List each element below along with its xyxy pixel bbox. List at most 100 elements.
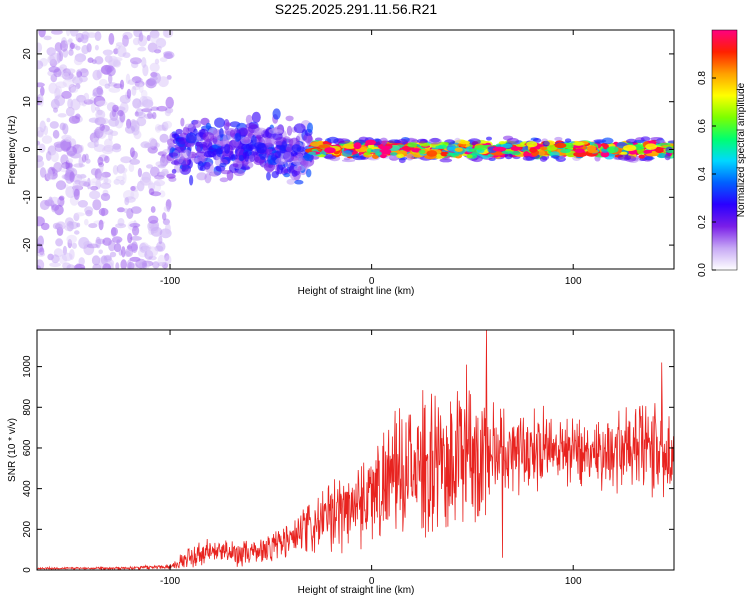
heatmap-cell (594, 140, 604, 144)
y-tick-label: 10 (22, 96, 33, 108)
heatmap-cell (283, 173, 291, 178)
heatmap-cell (197, 154, 206, 164)
heatmap-cell (61, 90, 72, 99)
heatmap-cell (193, 128, 198, 136)
heatmap-cell (96, 69, 103, 79)
heatmap-cell (308, 151, 317, 155)
heatmap-cell (285, 115, 294, 122)
heatmap-cell (214, 117, 225, 128)
heatmap-cell (617, 154, 632, 161)
heatmap-cell (554, 142, 567, 149)
heatmap-cell (135, 258, 147, 269)
colorbar-label: Normalized spectral amplitude (736, 82, 747, 217)
heatmap-cell (71, 30, 80, 34)
heatmap-cell (504, 152, 513, 160)
heatmap-cell (283, 151, 291, 160)
heatmap-cell (272, 108, 281, 120)
heatmap-cell (265, 136, 276, 148)
heatmap-cell (286, 178, 296, 185)
heatmap-cell (120, 156, 132, 164)
heatmap-cell (645, 143, 657, 150)
x-tick-label: 0 (369, 576, 375, 587)
heatmap-cell (55, 238, 63, 247)
heatmap-cell (664, 153, 671, 161)
heatmap-cell (375, 151, 382, 156)
heatmap-cell (97, 172, 106, 181)
heatmap-cell (94, 44, 99, 51)
heatmap-cell (215, 141, 225, 146)
heatmap-cell (131, 241, 138, 254)
heatmap-cell (93, 140, 99, 148)
heatmap-cell (103, 256, 113, 262)
heatmap-cell (539, 146, 548, 151)
heatmap-cell (149, 30, 160, 39)
heatmap-cell (245, 123, 258, 129)
heatmap-cell (88, 223, 98, 229)
heatmap-cell (178, 137, 187, 145)
heatmap-cell (111, 145, 122, 153)
heatmap-cell (365, 139, 377, 145)
heatmap-cell (113, 243, 122, 253)
heatmap-cell (428, 138, 442, 145)
heatmap-cell (129, 158, 141, 165)
heatmap-cell (149, 166, 160, 177)
heatmap-cell (204, 173, 212, 184)
heatmap-cell (498, 141, 506, 145)
heatmap-cell (54, 143, 64, 152)
heatmap-cell (324, 147, 336, 154)
heatmap-cell (554, 136, 563, 142)
heatmap-cell (46, 117, 51, 123)
y-tick-label: 20 (22, 48, 33, 60)
colorbar-ticks: 0.0 0.2 0.4 0.6 0.8 (697, 71, 716, 277)
x-tick-label: -100 (160, 276, 180, 287)
heatmap-cell (135, 77, 143, 83)
heatmap-cell (275, 157, 287, 165)
heatmap-cell (234, 132, 241, 142)
heatmap-cell (80, 34, 89, 44)
heatmap-cell (40, 222, 50, 231)
heatmap-cell (229, 129, 235, 138)
heatmap-cell (116, 45, 127, 58)
heatmap-cell (219, 177, 229, 183)
heatmap-cell (378, 145, 392, 150)
heatmap-cell (115, 223, 127, 229)
heatmap-cells (37, 30, 674, 269)
colorbar-gradient (711, 29, 738, 271)
heatmap-cell (87, 57, 94, 63)
heatmap-cell (233, 169, 245, 177)
heatmap-cell (161, 168, 169, 176)
heatmap-cell (80, 173, 87, 179)
heatmap-cell (426, 150, 438, 157)
heatmap-cell (45, 151, 52, 161)
heatmap-cell (98, 219, 104, 231)
heatmap-cell (208, 171, 221, 177)
heatmap-cell (151, 112, 157, 120)
heatmap-cell (251, 135, 257, 146)
heatmap-cell (306, 168, 312, 178)
heatmap-cell (137, 102, 145, 107)
heatmap-cell (90, 185, 99, 191)
heatmap-cell (202, 132, 215, 142)
heatmap-cell (68, 49, 74, 56)
heatmap-cell (136, 111, 146, 119)
heatmap-cell (112, 104, 119, 113)
y-tick-label: -20 (22, 237, 33, 252)
heatmap-cell (130, 206, 142, 214)
heatmap-cell (245, 143, 254, 152)
heatmap-cell (98, 207, 109, 216)
heatmap-cell (147, 42, 158, 53)
y-tick-label: -10 (22, 190, 33, 205)
heatmap-cell (104, 138, 113, 149)
heatmap-cell (37, 251, 46, 257)
heatmap-cell (343, 143, 357, 149)
heatmap-cell (196, 146, 201, 154)
chart-title: S225.2025.291.11.56.R21 (275, 1, 438, 17)
heatmap-cell (148, 215, 159, 224)
heatmap-cell (52, 129, 60, 139)
heatmap-cell (127, 261, 135, 269)
heatmap-cell (104, 155, 110, 164)
heatmap-cell (546, 144, 558, 151)
heatmap-cell (39, 120, 46, 133)
heatmap-cell (96, 100, 108, 107)
